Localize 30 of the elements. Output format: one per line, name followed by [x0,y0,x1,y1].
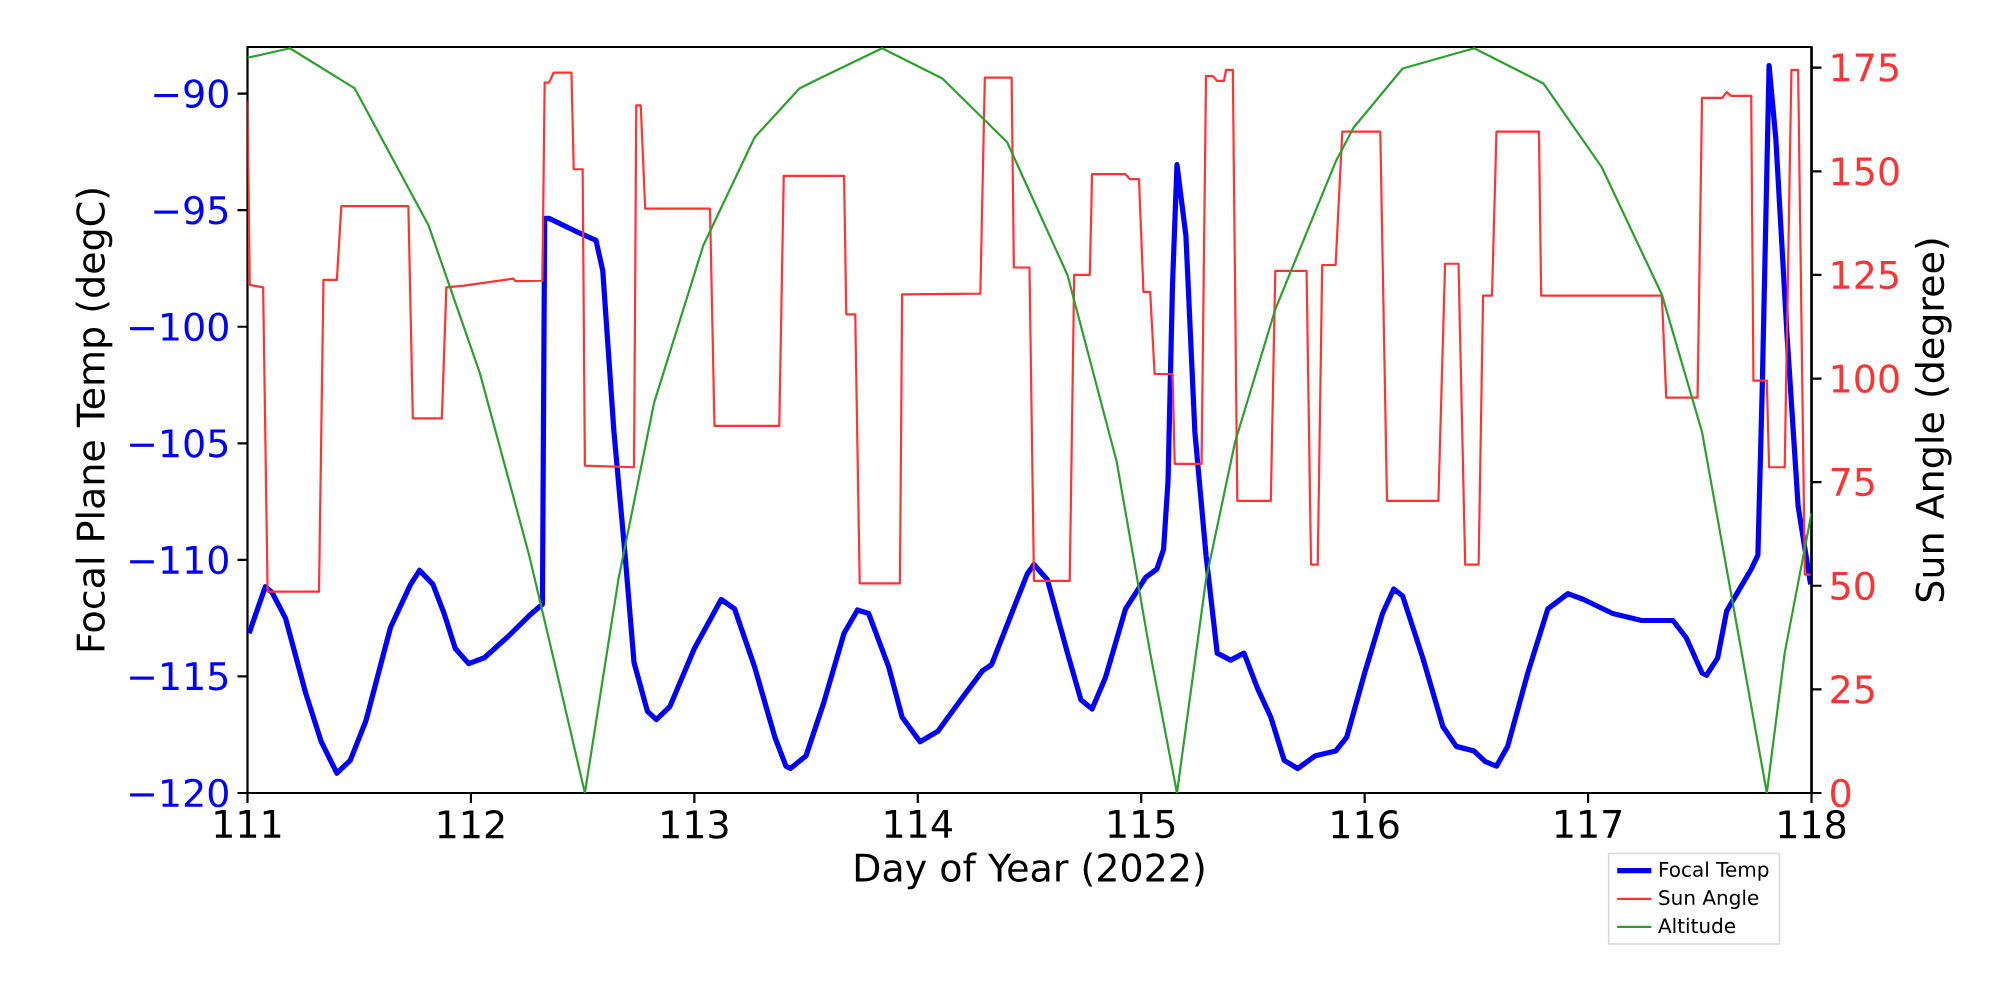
y-tick-label: −110 [130,545,228,575]
y-tick-label: −100 [130,312,228,342]
y2-tick-label: 25 [1831,675,1874,704]
x-tick-label: 114 [885,810,952,838]
y-tick-label: −90 [154,79,228,108]
y2-tick-label: 150 [1832,156,1899,186]
y2-tick-label: 75 [1831,468,1874,497]
x-tick-label: 111 [215,810,281,838]
x-axis-title: Day of Year (2022) [855,852,1204,890]
y2-tick-label: 125 [1832,260,1898,290]
y-tick-label: −95 [154,195,228,225]
legend-label: Focal Temp [1659,861,1769,881]
y2-tick-label: 100 [1832,364,1899,393]
x-tick-label: 112 [438,810,504,839]
legend-label: Sun Angle [1659,889,1759,910]
x-tick-label: 117 [1556,810,1622,838]
y-tick-label: −120 [130,778,228,808]
y2-tick-label: 50 [1831,571,1875,601]
y-axis-title: Focal Plane Temp (degC) [75,189,113,651]
x-tick-label: 116 [1332,810,1399,839]
y-tick-label: −115 [130,662,228,691]
line-series [247,68,1812,593]
y-tick-label: −105 [130,428,228,458]
legend-label: Altitude [1658,917,1736,934]
x-tick-label: 118 [1779,810,1846,839]
y2-axis-title: Sun Angle (degree) [1914,239,1952,602]
y2-tick-label: 0 [1831,778,1851,808]
x-tick-label: 115 [1109,810,1175,839]
y2-tick-label: 175 [1832,53,1898,82]
x-tick-label: 113 [662,810,728,839]
